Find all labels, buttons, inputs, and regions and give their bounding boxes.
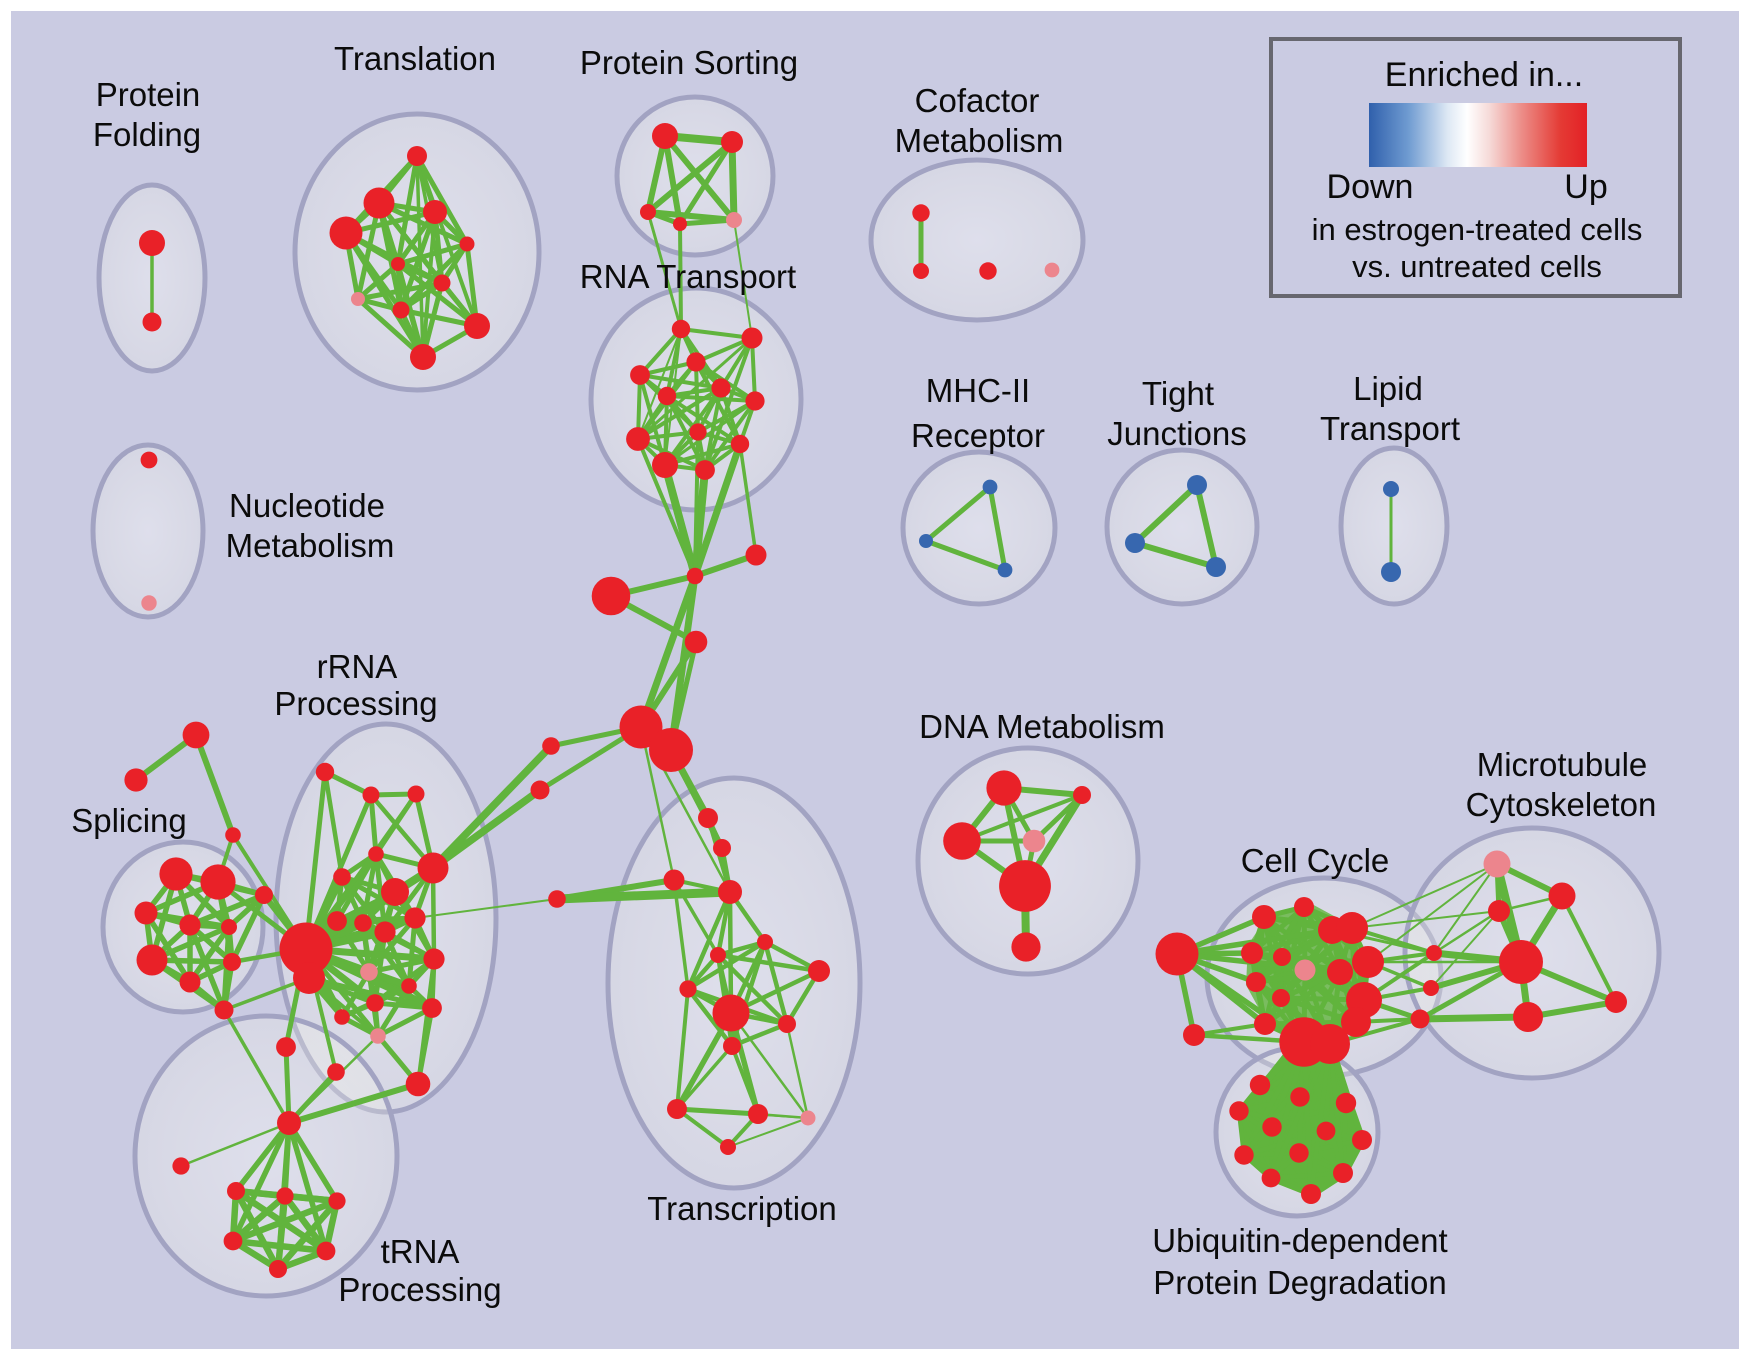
svg-text:Splicing: Splicing: [71, 802, 187, 839]
svg-text:Metabolism: Metabolism: [895, 122, 1064, 159]
svg-text:Up: Up: [1564, 168, 1607, 206]
svg-text:Folding: Folding: [93, 116, 201, 153]
svg-text:Tight: Tight: [1142, 375, 1214, 412]
svg-text:Ubiquitin-dependent: Ubiquitin-dependent: [1152, 1222, 1447, 1259]
svg-text:Nucleotide: Nucleotide: [229, 487, 385, 524]
svg-text:Microtubule: Microtubule: [1477, 746, 1648, 783]
svg-text:Metabolism: Metabolism: [226, 527, 395, 564]
svg-text:tRNA: tRNA: [381, 1233, 460, 1270]
svg-text:rRNA: rRNA: [317, 648, 398, 685]
svg-text:Receptor: Receptor: [911, 417, 1045, 454]
svg-text:MHC-II: MHC-II: [926, 372, 1030, 409]
svg-text:Processing: Processing: [274, 685, 437, 722]
svg-text:Protein Degradation: Protein Degradation: [1153, 1264, 1447, 1301]
svg-text:Down: Down: [1327, 168, 1414, 206]
svg-text:RNA Transport: RNA Transport: [580, 258, 796, 295]
svg-text:Translation: Translation: [334, 40, 496, 77]
svg-text:DNA Metabolism: DNA Metabolism: [919, 708, 1165, 745]
svg-text:Enriched in...: Enriched in...: [1385, 56, 1583, 94]
svg-text:Protein Sorting: Protein Sorting: [580, 44, 798, 81]
svg-text:Protein: Protein: [96, 76, 201, 113]
svg-text:Processing: Processing: [338, 1271, 501, 1308]
svg-text:Cofactor: Cofactor: [915, 82, 1040, 119]
svg-text:Cell Cycle: Cell Cycle: [1241, 842, 1390, 879]
svg-text:Transcription: Transcription: [647, 1190, 837, 1227]
svg-text:Junctions: Junctions: [1107, 415, 1246, 452]
svg-text:in estrogen-treated cells: in estrogen-treated cells: [1312, 212, 1643, 247]
svg-text:Transport: Transport: [1320, 410, 1460, 447]
svg-text:Lipid: Lipid: [1353, 370, 1423, 407]
svg-text:Cytoskeleton: Cytoskeleton: [1466, 786, 1657, 823]
svg-text:vs. untreated cells: vs. untreated cells: [1352, 249, 1602, 284]
